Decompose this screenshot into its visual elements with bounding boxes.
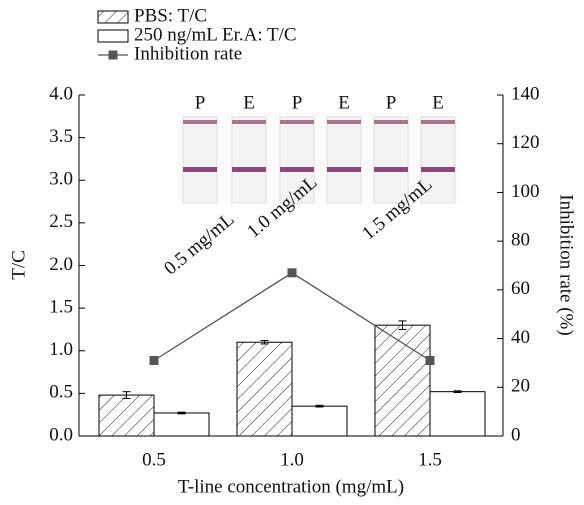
- bar: [429, 391, 486, 437]
- legend-label: Inhibition rate: [134, 43, 242, 64]
- y-tick-label: 3.0: [49, 169, 73, 190]
- control-line: [421, 120, 455, 124]
- legend-label: PBS: T/C: [134, 5, 207, 26]
- strip-label: P: [386, 92, 397, 113]
- x-axis-title: T-line concentration (mg/mL): [178, 476, 404, 497]
- y-tick-label: 3.5: [49, 126, 73, 147]
- group-label: 0.5 mg/mL: [160, 209, 238, 279]
- y2-tick-label: 0: [511, 424, 521, 445]
- legend-swatch: [97, 29, 129, 43]
- test-line: [280, 167, 314, 172]
- test-line: [421, 167, 455, 172]
- y2-axis-title: Inhibition rate (%): [556, 194, 577, 335]
- bar: [374, 324, 431, 437]
- test-strip: [279, 116, 315, 204]
- y-axis-title: T/C: [8, 250, 29, 280]
- y-tick-label: 4.0: [49, 83, 73, 104]
- x-tick-label: 0.5: [142, 449, 166, 470]
- control-line: [280, 120, 314, 124]
- test-strip: [373, 116, 409, 204]
- test-strip: [326, 116, 362, 204]
- control-line: [183, 120, 217, 124]
- error-bar: [453, 390, 462, 394]
- strip-label: P: [195, 92, 206, 113]
- y2-tick-label: 40: [511, 327, 530, 348]
- test-line: [183, 167, 217, 172]
- error-bar: [260, 340, 269, 345]
- control-line: [232, 120, 266, 124]
- error-bar: [177, 411, 186, 415]
- strip-label: E: [338, 92, 350, 113]
- bar: [153, 412, 210, 437]
- control-line: [374, 120, 408, 124]
- marker: [425, 355, 435, 365]
- y2-tick-label: 80: [511, 230, 530, 251]
- y-tick-label: 1.5: [49, 296, 73, 317]
- test-line: [374, 167, 408, 172]
- control-line: [327, 120, 361, 124]
- bar: [98, 394, 155, 437]
- y-tick-label: 0.0: [49, 424, 73, 445]
- strip-label: P: [292, 92, 303, 113]
- marker: [149, 355, 159, 365]
- legend-swatch: [97, 10, 129, 24]
- y2-tick-label: 120: [511, 132, 540, 153]
- y2-tick-label: 20: [511, 376, 530, 397]
- y2-tick-label: 140: [511, 83, 540, 104]
- x-tick-label: 1.0: [280, 449, 304, 470]
- test-line: [327, 167, 361, 172]
- y-tick-label: 0.5: [49, 382, 73, 403]
- y-tick-label: 1.0: [49, 339, 73, 360]
- error-bar: [122, 391, 131, 399]
- test-strip: [231, 116, 267, 204]
- strip-label: E: [243, 92, 255, 113]
- legend-marker: [108, 50, 118, 60]
- legend-label: 250 ng/mL Er.A: T/C: [134, 24, 297, 45]
- x-tick-label: 1.5: [418, 449, 442, 470]
- y-tick-label: 2.5: [49, 211, 73, 232]
- test-strip-image: P E P E P E0.5 mg/mL1.0 mg/mL 1.5 mg/mL: [160, 92, 460, 279]
- strip-label: E: [432, 92, 444, 113]
- test-strip: [182, 116, 218, 204]
- error-bar: [315, 404, 324, 408]
- test-strip: [420, 116, 456, 204]
- bar: [236, 341, 293, 437]
- y-tick-label: 2.0: [49, 254, 73, 275]
- y2-tick-label: 100: [511, 181, 540, 202]
- bar: [291, 405, 348, 437]
- y2-tick-label: 60: [511, 278, 530, 299]
- error-bar: [398, 320, 407, 330]
- test-line: [232, 167, 266, 172]
- marker: [287, 268, 297, 278]
